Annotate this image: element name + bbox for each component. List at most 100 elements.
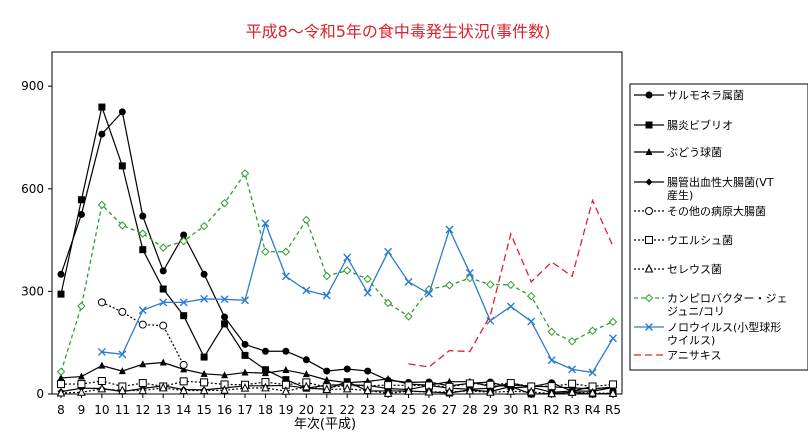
data-point [384, 247, 393, 256]
data-point [221, 320, 229, 328]
data-point [527, 291, 536, 301]
data-point [159, 267, 167, 275]
data-point [343, 253, 352, 262]
legend-label: ウエルシュ菌 [667, 234, 733, 247]
legend-item: アニサキス [634, 349, 721, 362]
legend-item: 腸管出血性大腸菌(VT 産生) [634, 175, 774, 202]
data-point [609, 334, 617, 343]
data-point [322, 384, 332, 394]
data-point [57, 270, 65, 278]
legend-marker [645, 91, 653, 99]
data-point [179, 236, 188, 246]
data-point [302, 381, 311, 391]
data-point [241, 340, 249, 348]
y-tick-label: 0 [36, 387, 44, 401]
x-tick-label: 28 [462, 403, 477, 417]
data-point [547, 388, 556, 398]
data-point [241, 351, 249, 359]
data-point [302, 370, 310, 378]
legend-label: サルモネラ属菌 [667, 89, 744, 102]
data-point [384, 374, 392, 382]
data-point [180, 312, 188, 320]
data-point [567, 387, 577, 396]
x-axis-title: 年次(平成) [294, 416, 356, 432]
data-point [282, 376, 290, 384]
x-tick-label: 14 [176, 403, 191, 417]
series-0 [57, 108, 597, 395]
legend-item: セレウス菌 [634, 263, 722, 276]
data-point [159, 285, 167, 293]
x-tick-label: 9 [78, 403, 86, 417]
data-point [159, 243, 168, 252]
data-point [199, 385, 209, 395]
data-point [302, 286, 311, 295]
data-point [609, 380, 617, 389]
data-point [526, 386, 536, 396]
x-tick-label: R2 [544, 403, 560, 417]
series-line [408, 198, 614, 368]
x-tick-label: 24 [380, 403, 395, 417]
data-point [139, 360, 147, 368]
x-tick-label: 26 [421, 403, 436, 417]
y-tick-label: 900 [21, 79, 44, 93]
data-point [506, 280, 515, 290]
data-point [138, 385, 148, 395]
data-point [281, 386, 291, 395]
legend-item: ぶどう球菌 [634, 145, 722, 159]
data-point [200, 270, 208, 278]
series-9 [408, 198, 614, 368]
data-point [97, 347, 106, 356]
data-point [179, 298, 188, 307]
legend-marker [644, 263, 654, 273]
data-point [567, 337, 577, 346]
data-point [200, 353, 208, 361]
legend-label: 腸炎ビブリオ [667, 118, 733, 132]
legend-marker [645, 207, 653, 215]
x-tick-label: 8 [57, 403, 65, 417]
legend-label: ぶどう球菌 [667, 145, 722, 159]
data-point [384, 381, 393, 390]
y-axis: 0 300 600 900 [21, 79, 52, 401]
data-point [118, 221, 127, 230]
legend-item: ウエルシュ菌 [634, 234, 733, 247]
data-point [568, 379, 577, 388]
data-point [180, 231, 188, 239]
data-point [118, 385, 127, 395]
series-6 [56, 381, 618, 398]
data-point [118, 367, 126, 375]
data-point [220, 295, 229, 304]
data-point [506, 379, 515, 388]
x-tick-label: 19 [278, 403, 293, 417]
legend-item: 腸炎ビブリオ [634, 118, 733, 132]
data-point [281, 272, 290, 281]
x-tick-label: 21 [319, 403, 334, 417]
data-point [97, 200, 107, 210]
data-point [588, 368, 597, 377]
data-point [97, 383, 107, 393]
data-point [220, 198, 229, 208]
legend-marker [645, 178, 653, 186]
series-line [60, 171, 614, 372]
data-point [56, 367, 66, 376]
data-point [77, 210, 85, 218]
data-point [506, 302, 515, 311]
chart-title: 平成8～令和5年の食中毒発生状況(事件数) [246, 22, 551, 41]
series-line [101, 221, 614, 374]
data-point [404, 312, 413, 321]
legend-marker [645, 121, 653, 129]
data-point [261, 247, 270, 256]
data-point [302, 215, 311, 225]
data-point [363, 274, 372, 284]
legend-label: アニサキス [667, 349, 721, 362]
data-point [363, 385, 372, 395]
data-point [98, 361, 106, 369]
data-point [57, 290, 65, 298]
series-4 [97, 298, 188, 369]
data-point [608, 317, 618, 327]
data-point [342, 383, 352, 393]
data-point [302, 356, 310, 364]
data-point [77, 380, 86, 389]
data-point [200, 378, 209, 387]
